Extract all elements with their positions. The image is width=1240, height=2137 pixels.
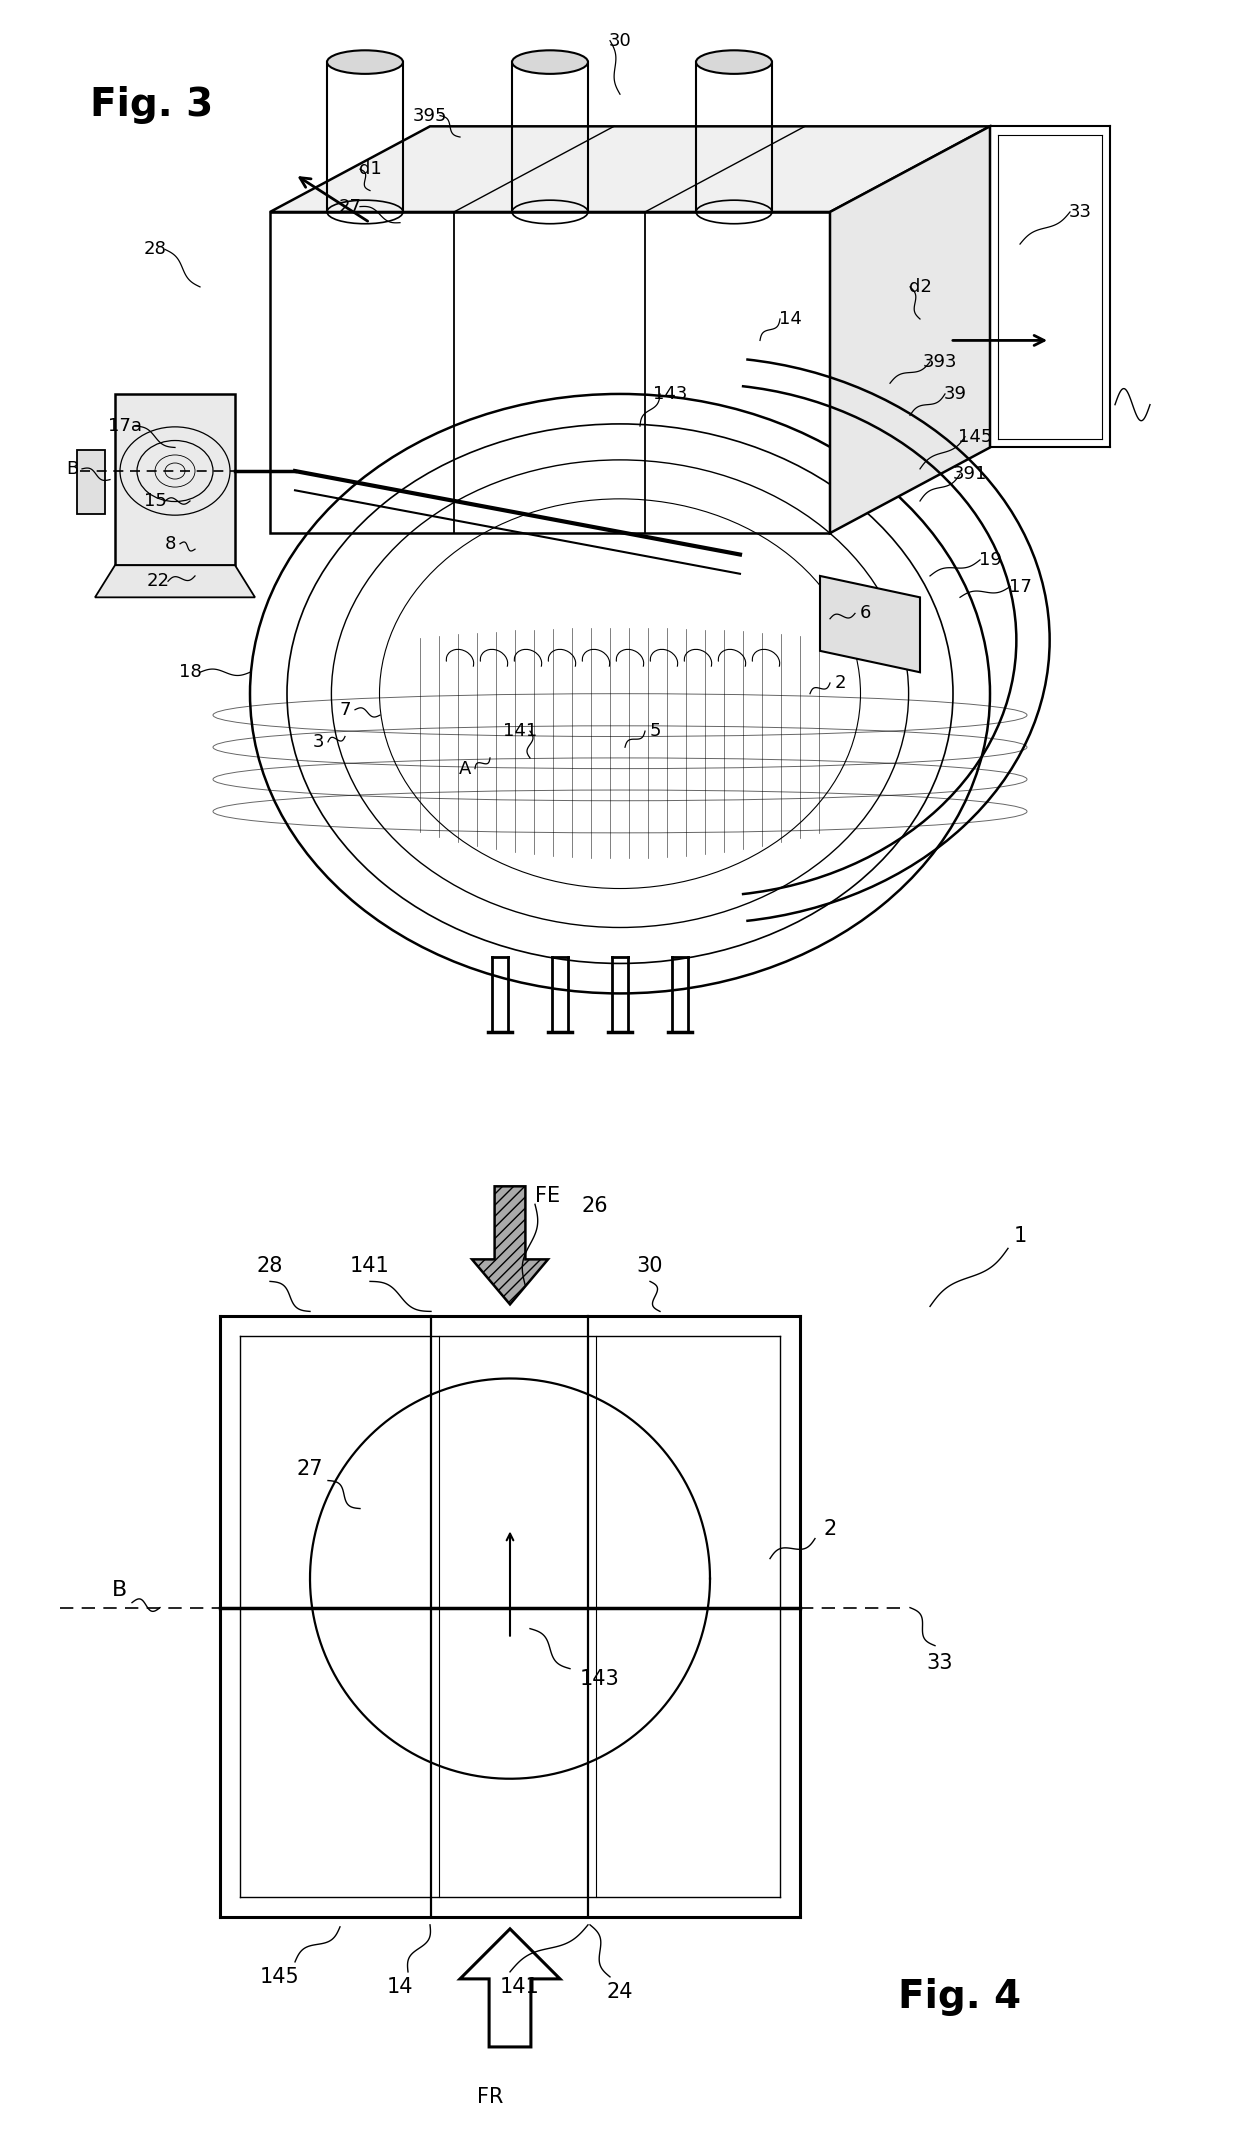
Polygon shape xyxy=(115,393,236,564)
Text: 7: 7 xyxy=(340,701,351,718)
Text: 27: 27 xyxy=(339,197,362,216)
Polygon shape xyxy=(830,126,990,532)
Text: 1: 1 xyxy=(1013,1227,1027,1246)
Text: 141: 141 xyxy=(350,1257,389,1276)
Ellipse shape xyxy=(327,51,403,75)
Text: FR: FR xyxy=(477,2088,503,2107)
Text: 145: 145 xyxy=(957,427,992,447)
Text: 143: 143 xyxy=(652,385,687,404)
Polygon shape xyxy=(77,449,105,513)
Text: 30: 30 xyxy=(609,32,631,49)
Text: d2: d2 xyxy=(909,278,931,295)
Text: 17: 17 xyxy=(1008,577,1032,596)
Text: 22: 22 xyxy=(146,573,170,590)
Text: 33: 33 xyxy=(926,1652,954,1673)
Text: 24: 24 xyxy=(606,1981,634,2002)
Text: 391: 391 xyxy=(952,466,987,483)
Text: B: B xyxy=(113,1579,128,1601)
Text: 28: 28 xyxy=(144,241,166,259)
Text: Fig. 4: Fig. 4 xyxy=(899,1979,1022,2015)
Polygon shape xyxy=(95,564,255,598)
Text: 33: 33 xyxy=(1069,203,1091,220)
Text: 143: 143 xyxy=(580,1669,620,1688)
Text: 145: 145 xyxy=(260,1966,300,1987)
Text: 3: 3 xyxy=(312,733,324,750)
Text: B: B xyxy=(66,459,78,479)
Text: 14: 14 xyxy=(779,310,801,327)
Polygon shape xyxy=(460,1930,560,2047)
Text: 2: 2 xyxy=(835,673,846,692)
Text: 8: 8 xyxy=(165,534,176,553)
Ellipse shape xyxy=(696,51,773,75)
Text: 28: 28 xyxy=(257,1257,283,1276)
Polygon shape xyxy=(472,1186,548,1304)
Text: 27: 27 xyxy=(296,1460,324,1479)
Text: 19: 19 xyxy=(978,551,1002,568)
Text: 18: 18 xyxy=(179,662,201,682)
Text: 393: 393 xyxy=(923,353,957,372)
Text: 2: 2 xyxy=(823,1519,837,1539)
Ellipse shape xyxy=(512,51,588,75)
Text: 14: 14 xyxy=(387,1977,413,1996)
Text: Fig. 3: Fig. 3 xyxy=(91,85,213,124)
Text: 6: 6 xyxy=(859,605,870,622)
Text: 30: 30 xyxy=(637,1257,663,1276)
Text: 39: 39 xyxy=(944,385,966,404)
Text: A: A xyxy=(459,759,471,778)
Text: 141: 141 xyxy=(500,1977,539,1996)
Text: 26: 26 xyxy=(582,1197,609,1216)
Text: d1: d1 xyxy=(358,160,382,177)
Polygon shape xyxy=(820,577,920,673)
Polygon shape xyxy=(270,126,990,212)
Text: 15: 15 xyxy=(144,492,166,511)
Text: 17a: 17a xyxy=(108,417,143,436)
Text: 5: 5 xyxy=(650,722,661,739)
Text: 141: 141 xyxy=(503,722,537,739)
Text: FE: FE xyxy=(536,1186,560,1205)
Text: 395: 395 xyxy=(413,107,448,124)
